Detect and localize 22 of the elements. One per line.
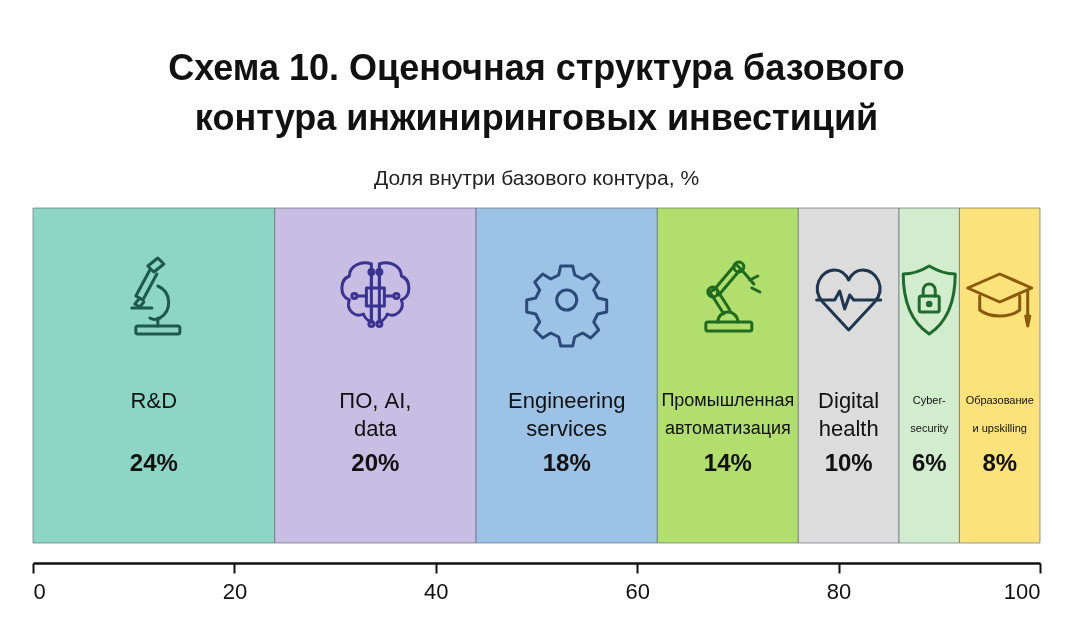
- series-label: R&D: [130, 387, 178, 413]
- data-label: 18%: [542, 448, 591, 476]
- data-label: 20%: [351, 448, 400, 476]
- data-label: 6%: [911, 448, 947, 476]
- chart-subtitle: Доля внутри базового контура, %: [373, 165, 700, 189]
- chart-title: Схема 10. Оценочная структура базового контура инжиниринговых инвестиций: [168, 46, 905, 138]
- x-tick-label: 100: [1003, 578, 1041, 604]
- x-tick-label: 40: [424, 578, 449, 604]
- x-tick-label: 0: [33, 578, 46, 604]
- text: Cyber-security: [910, 393, 949, 434]
- series-label: ПО, AI, data: [339, 387, 412, 441]
- x-tick-label: 60: [625, 578, 650, 604]
- series-label: Digital health: [818, 387, 880, 441]
- series-label: Промышленная автоматизация: [661, 389, 795, 438]
- data-label: 8%: [982, 448, 1018, 476]
- x-tick-label: 20: [222, 578, 248, 604]
- series-label: Engineering services: [507, 387, 626, 441]
- x-tick-label: 80: [826, 578, 852, 604]
- text: Образование и upskilling: [965, 393, 1034, 434]
- data-label: 10%: [824, 448, 873, 476]
- data-label: 14%: [703, 448, 752, 476]
- data-label: 24%: [129, 448, 178, 476]
